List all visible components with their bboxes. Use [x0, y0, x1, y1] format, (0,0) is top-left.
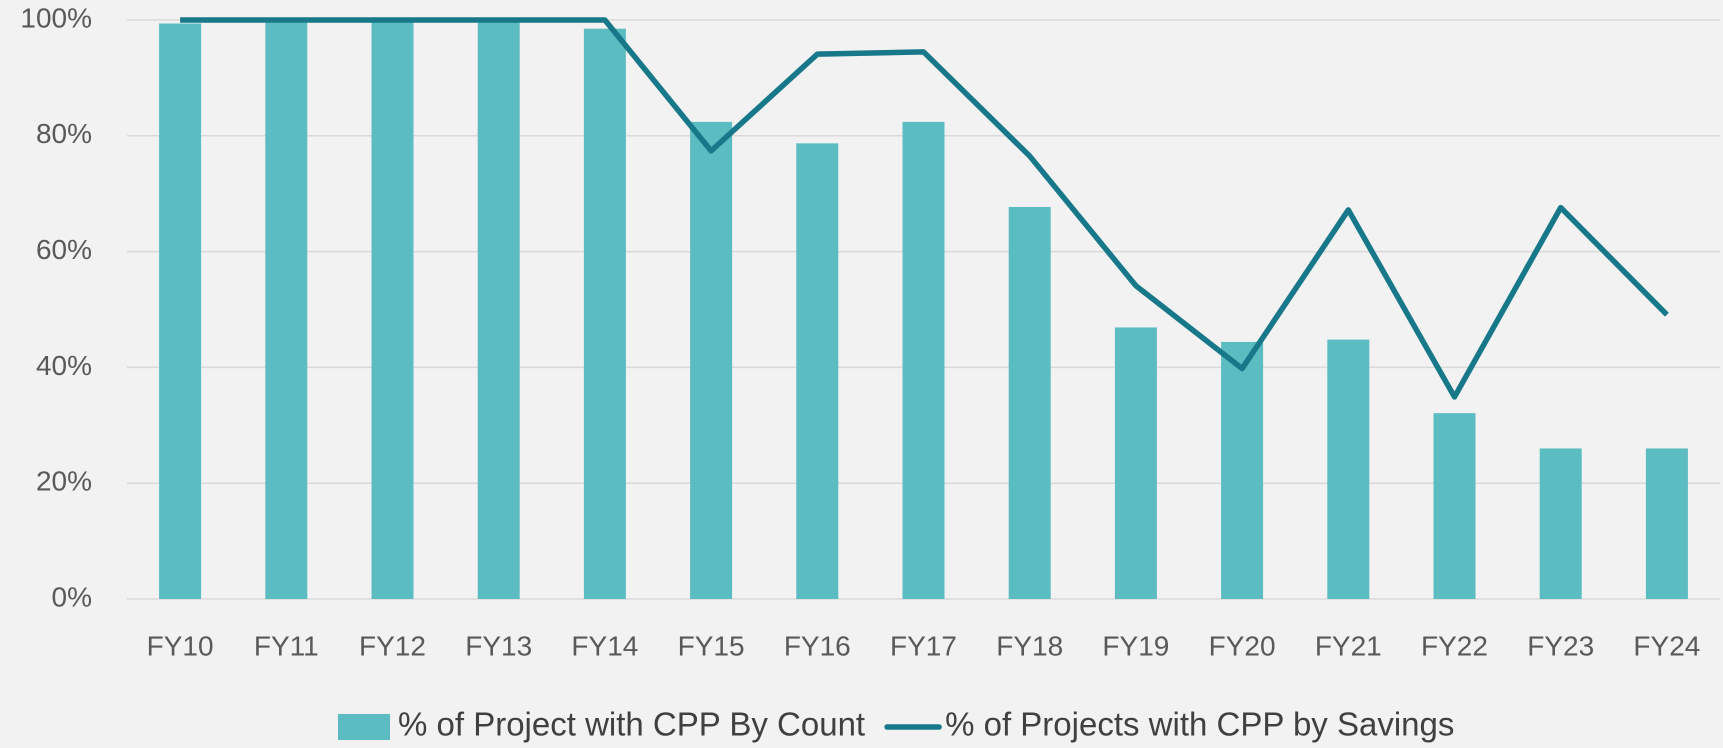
x-tick-label: FY22: [1421, 630, 1488, 661]
bar: [902, 121, 945, 600]
x-tick-label: FY24: [1633, 630, 1700, 661]
y-tick-label: 100%: [20, 2, 92, 33]
bar: [477, 20, 520, 599]
y-tick-label: 40%: [36, 350, 92, 381]
x-tick-label: FY17: [890, 630, 957, 661]
bar: [1433, 413, 1476, 599]
legend-label: % of Project with CPP By Count: [398, 706, 865, 743]
legend-swatch: [338, 714, 390, 740]
x-tick-label: FY18: [996, 630, 1063, 661]
x-tick-label: FY15: [678, 630, 745, 661]
bar: [583, 28, 626, 600]
x-tick-label: FY13: [465, 630, 532, 661]
y-tick-label: 60%: [36, 234, 92, 265]
bar: [1114, 327, 1157, 599]
bar: [1221, 341, 1264, 599]
x-tick-label: FY23: [1527, 630, 1594, 661]
bar: [1539, 448, 1582, 599]
bar: [1327, 339, 1370, 599]
x-tick-label: FY21: [1315, 630, 1382, 661]
bar: [1008, 207, 1051, 599]
bar: [1645, 448, 1688, 599]
x-tick-label: FY19: [1102, 630, 1169, 661]
bar: [159, 23, 202, 599]
x-tick-label: FY20: [1209, 630, 1276, 661]
x-tick-label: FY16: [784, 630, 851, 661]
x-tick-label: FY10: [147, 630, 214, 661]
x-tick-label: FY14: [571, 630, 638, 661]
x-tick-label: FY11: [254, 630, 319, 661]
y-tick-label: 0%: [52, 581, 92, 612]
bar: [371, 20, 414, 599]
line: [180, 17, 1669, 400]
bar: [796, 143, 839, 599]
bar: [265, 20, 308, 599]
x-tick-label: FY12: [359, 630, 426, 661]
legend-label: % of Projects with CPP by Savings: [945, 706, 1454, 743]
bar: [690, 121, 733, 600]
y-tick-label: 80%: [36, 118, 92, 149]
y-tick-label: 20%: [36, 466, 92, 497]
